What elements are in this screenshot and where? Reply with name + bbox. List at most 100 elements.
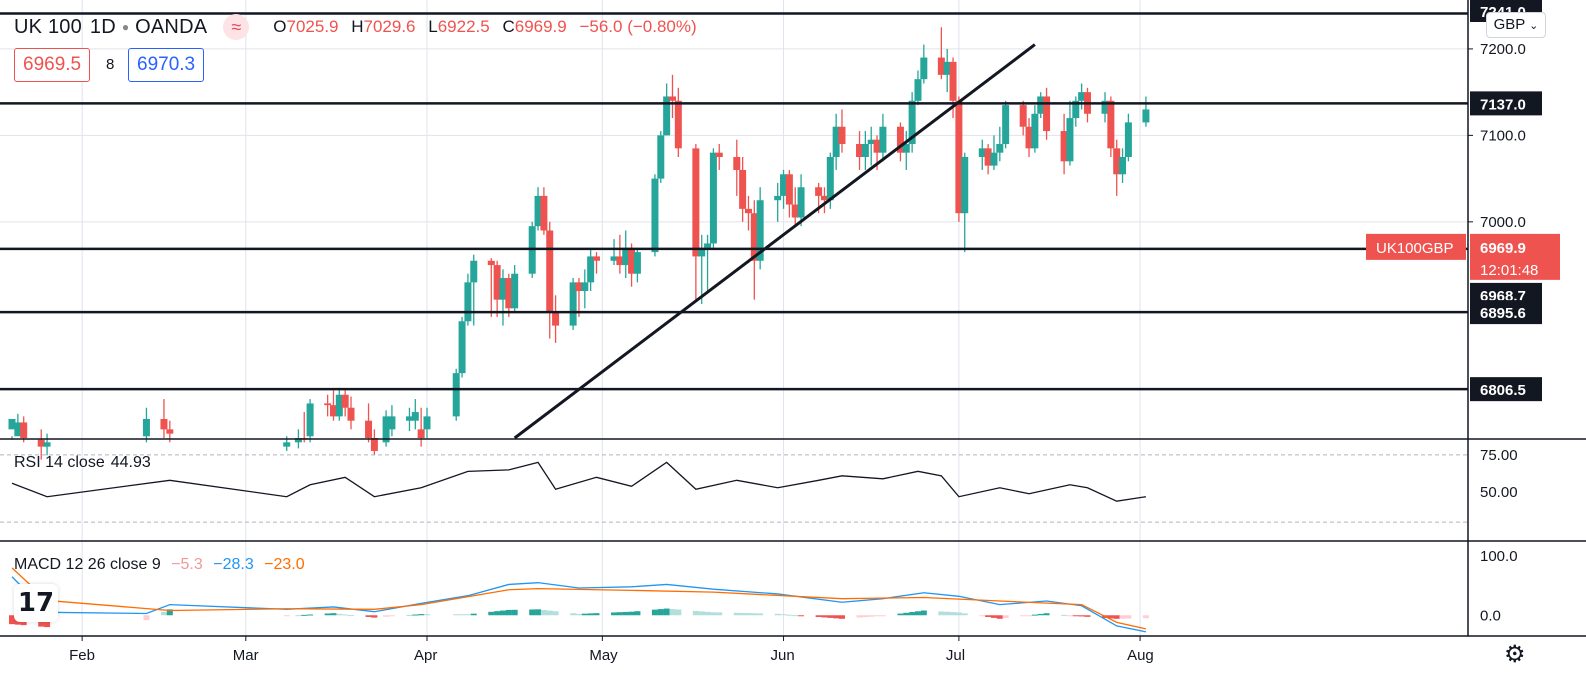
- trendline[interactable]: [513, 43, 1036, 440]
- candle-body: [1002, 105, 1010, 145]
- data-source: OANDA: [135, 15, 208, 38]
- candle-body: [1072, 100, 1080, 119]
- candle-body: [405, 416, 413, 421]
- macd-histogram-bar: [9, 615, 15, 625]
- macd-histogram-bar: [950, 612, 957, 616]
- macd-histogram-bar: [798, 615, 805, 617]
- macd-panel[interactable]: [9, 567, 1149, 633]
- macd-histogram-bar: [920, 610, 927, 616]
- buy-button[interactable]: 6970.3: [128, 48, 205, 82]
- candle-body: [902, 144, 910, 153]
- level-tag-bg: [1470, 300, 1542, 325]
- interval[interactable]: 1D: [89, 15, 116, 38]
- candle-body: [628, 247, 636, 274]
- macd-histogram-bar: [868, 615, 875, 617]
- macd-histogram-bar: [1072, 615, 1079, 617]
- time-tick-label: Jul: [946, 647, 965, 664]
- macd-histogram-bar: [464, 614, 471, 616]
- separator-dot: ●: [121, 20, 130, 34]
- settings-gear-icon[interactable]: ⚙: [1504, 641, 1526, 668]
- candle-body: [347, 407, 355, 421]
- macd-histogram-bar: [1142, 615, 1149, 619]
- macd-histogram-bar: [511, 609, 518, 616]
- macd-histogram-bar: [283, 615, 290, 617]
- macd-histogram-bar: [909, 612, 916, 616]
- candle-body: [896, 126, 904, 153]
- candle-body: [908, 100, 916, 145]
- macd-histogram-bar: [406, 614, 413, 616]
- rsi-value: 44.93: [110, 454, 151, 471]
- macd-histogram-bar: [990, 615, 997, 618]
- candle-body: [365, 420, 373, 438]
- macd-histogram-bar: [669, 609, 676, 616]
- candle-body: [668, 96, 676, 101]
- candle-body: [949, 61, 957, 101]
- candle-body: [785, 174, 793, 205]
- candle-body: [37, 439, 45, 447]
- candle-body: [815, 187, 823, 196]
- candle-body: [14, 422, 22, 437]
- candle-body: [546, 230, 554, 313]
- candle-body: [1060, 131, 1068, 162]
- candles-layer[interactable]: [8, 27, 1150, 460]
- macd-histogram-bar: [1125, 615, 1132, 619]
- macd-histogram-bar: [903, 612, 910, 616]
- macd-histogram-bar: [412, 614, 419, 616]
- candle-body: [1037, 96, 1045, 114]
- candle-body: [458, 321, 466, 374]
- candle-body: [329, 405, 337, 417]
- chevron-down-icon: ⌄: [1529, 20, 1539, 32]
- candle-body: [879, 126, 887, 153]
- price-tick-label: 7200.0: [1480, 41, 1526, 58]
- candle-body: [674, 100, 682, 149]
- level-tag-label: 6806.5: [1480, 382, 1526, 399]
- candle-body: [797, 187, 805, 218]
- candle-body: [633, 252, 641, 274]
- macd-histogram-bar: [160, 612, 167, 616]
- candle-body: [1031, 113, 1039, 149]
- candle-body: [733, 156, 741, 170]
- sell-button[interactable]: 6969.5: [14, 48, 91, 82]
- macd-histogram-bar: [166, 609, 173, 616]
- symbol-name[interactable]: UK 100: [14, 15, 82, 38]
- macd-histogram-bar: [874, 615, 881, 617]
- candle-body: [961, 156, 969, 214]
- macd-histogram-bar: [529, 609, 536, 616]
- candle-body: [324, 403, 332, 406]
- time-tick-label: Aug: [1127, 647, 1154, 664]
- macd-histogram-bar: [1113, 615, 1120, 619]
- macd-histogram-bar: [833, 615, 840, 619]
- candle-body: [873, 139, 881, 153]
- candle-body: [704, 243, 712, 248]
- macd-histogram-bar: [324, 613, 331, 616]
- rsi-panel[interactable]: [0, 454, 1468, 523]
- candle-body: [1142, 109, 1150, 123]
- candle-body: [569, 282, 577, 326]
- low-value: 6922.5: [437, 17, 490, 36]
- symbol-tag-bg: [1366, 233, 1466, 260]
- macd-histogram-bar: [879, 615, 886, 617]
- tradingview-logo-icon[interactable]: 17: [14, 584, 58, 622]
- macd-histogram-bar: [751, 613, 758, 616]
- macd-histogram-bar: [757, 613, 764, 616]
- macd-histogram-bar: [494, 611, 501, 616]
- macd-histogram-bar: [780, 614, 787, 616]
- macd-histogram-bar: [955, 612, 962, 616]
- open-value: 7025.9: [286, 17, 339, 36]
- macd-histogram-bar: [979, 615, 986, 617]
- candle-body: [341, 394, 349, 408]
- macd-histogram-bar: [897, 613, 904, 616]
- candle-body: [470, 260, 478, 283]
- compare-wave-icon[interactable]: ≈: [223, 14, 250, 40]
- macd-histogram-bar: [710, 612, 717, 616]
- horizontal-levels[interactable]: [0, 12, 1468, 391]
- candle-body: [750, 213, 758, 261]
- macd-histogram-bar: [1078, 615, 1085, 617]
- macd-histogram-bar: [307, 614, 314, 616]
- currency-dropdown[interactable]: GBP ⌄: [1486, 12, 1546, 38]
- candle-body: [593, 256, 600, 261]
- candle-body: [1113, 148, 1121, 175]
- candle-body: [306, 403, 314, 437]
- candle-body: [657, 135, 665, 179]
